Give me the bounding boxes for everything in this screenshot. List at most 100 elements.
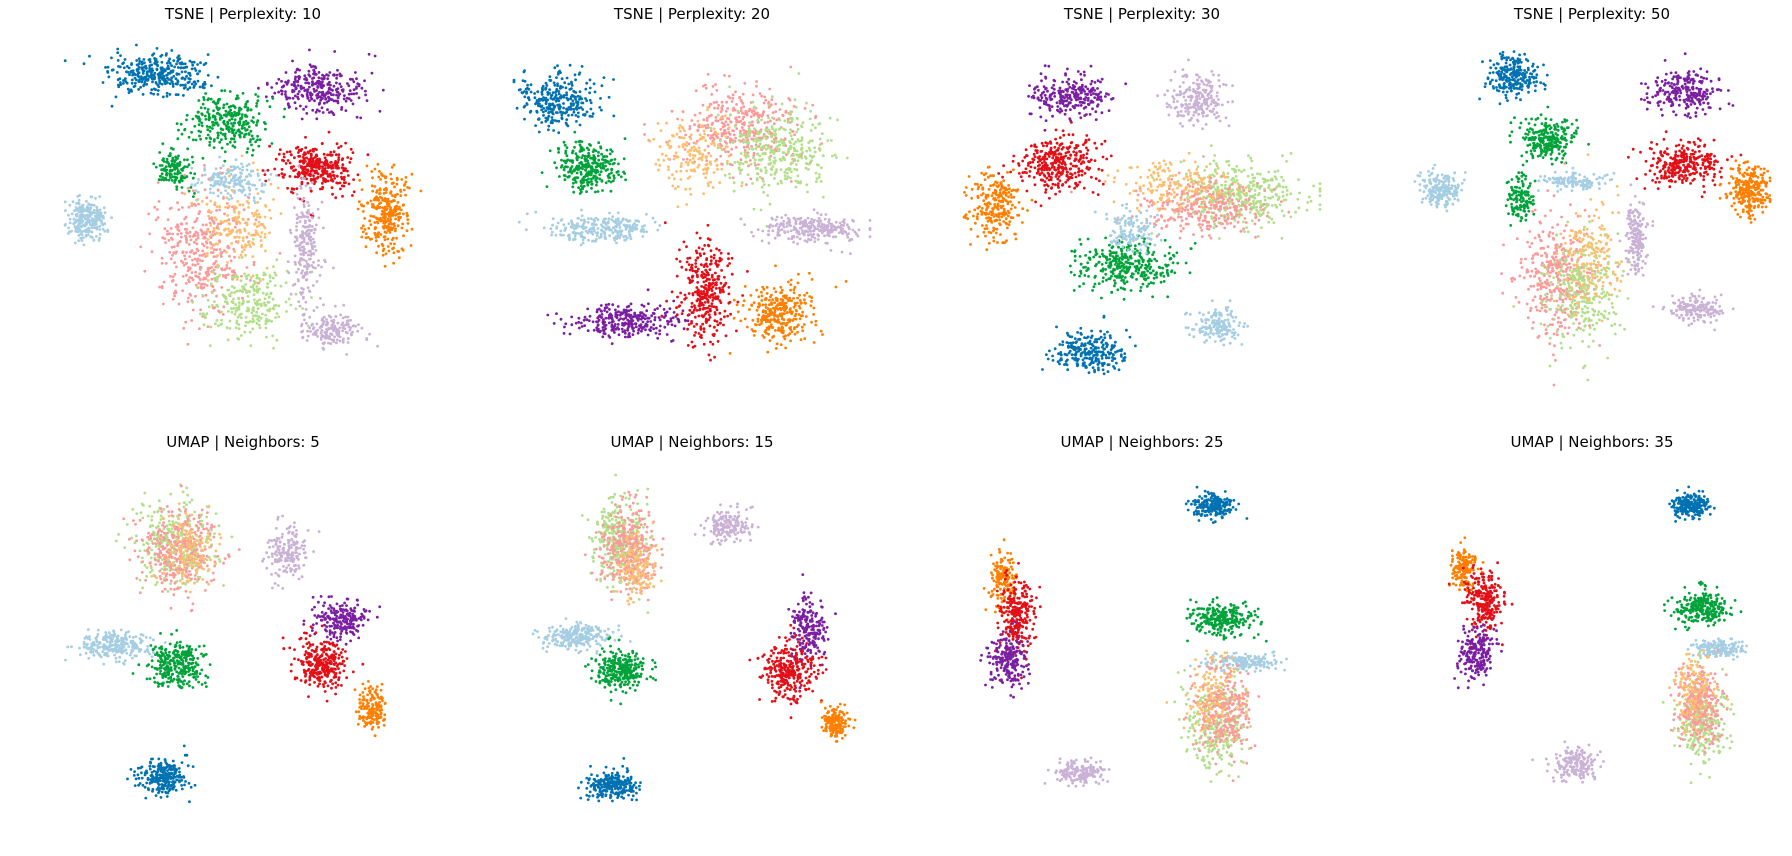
scatter-point [294,175,297,178]
scatter-point [346,170,349,173]
scatter-point [321,334,324,337]
scatter-point [349,89,352,92]
scatter-point [329,92,332,95]
scatter-point [95,235,98,238]
scatter-point [575,120,578,123]
scatter-point [230,179,233,182]
scatter-point [680,165,683,168]
scatter-point [362,205,365,208]
scatter-point [161,61,164,64]
scatter-point [396,178,399,181]
scatter-point [557,147,560,150]
scatter-point [612,78,615,81]
scatter-point [389,191,392,194]
scatter-point [526,103,529,106]
scatter-point [225,251,228,254]
scatter-point [256,274,259,277]
scatter-point [119,83,122,86]
scatter-point [168,72,171,75]
scatter-point [305,77,308,80]
scatter-point [541,171,544,174]
scatter-point [589,157,592,160]
scatter-point [266,309,269,312]
scatter-point [169,170,172,173]
scatter-point [728,75,731,78]
scatter-point [343,181,346,184]
scatter-point [523,69,526,72]
scatter-point [198,117,201,120]
scatter-point [704,167,707,170]
scatter-point [259,216,262,219]
scatter-point [812,155,815,158]
scatter-point [779,119,782,122]
scatter-point [252,315,255,318]
scatter-point [274,284,277,287]
scatter-point [747,173,750,176]
scatter-point [397,219,400,222]
scatter-point [207,279,210,282]
scatter-point [733,190,736,193]
scatter-point [326,160,329,163]
scatter-point [272,265,275,268]
scatter-point [767,117,770,120]
scatter-point [179,67,182,70]
scatter-point [573,177,576,180]
scatter-point [189,78,192,81]
scatter-point [231,229,234,232]
scatter-point [382,89,385,92]
scatter-point [327,74,330,77]
scatter-point [753,152,756,155]
scatter-point [362,231,365,234]
scatter-point [78,199,81,202]
scatter-point [216,132,219,135]
scatter-point [355,86,358,89]
scatter-point [592,112,595,115]
scatter-point [593,148,596,151]
scatter-point [199,86,202,89]
scatter-point [706,163,709,166]
scatter-point [195,69,198,72]
scatter-point [753,106,756,109]
scatter-point [332,340,335,343]
scatter-point [205,272,208,275]
scatter-point [534,96,537,99]
scatter-point [770,173,773,176]
scatter-point [790,180,793,183]
scatter-point [809,149,812,152]
scatter-point [241,256,244,259]
scatter-point [631,230,634,233]
scatter-point [205,137,208,140]
scatter-point [807,168,810,171]
scatter-point [613,162,616,165]
scatter-point [219,248,222,251]
scatter-point [577,217,580,220]
scatter-point [230,165,233,168]
scatter-point [710,103,713,106]
scatter-point [286,187,289,190]
scatter-point [235,290,238,293]
scatter-point [227,228,230,231]
scatter-point [252,116,255,119]
scatter-point [676,133,679,136]
scatter-point [310,264,313,267]
scatter-point [402,213,405,216]
scatter-point [411,173,414,176]
scatter-point [174,172,177,175]
scatter-point [759,131,762,134]
scatter-point [570,82,573,85]
scatter-point [246,300,249,303]
scatter-point [589,87,592,90]
scatter-point [608,228,611,231]
scatter-point [111,69,114,72]
scatter-point [338,83,341,86]
scatter-point [375,236,378,239]
scatter-point [289,162,292,165]
scatter-point [375,199,378,202]
scatter-point [184,235,187,238]
scatter-point [185,119,188,122]
scatter-point [88,55,91,58]
scatter-point [343,94,346,97]
scatter-point [310,96,313,99]
scatter-point [796,154,799,157]
scatter-point [716,164,719,167]
